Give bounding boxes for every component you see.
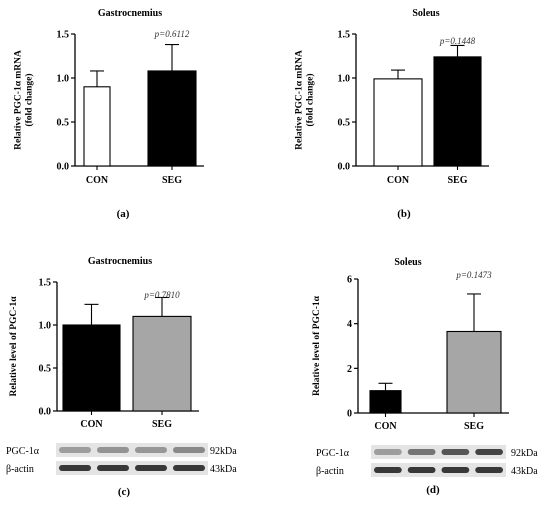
blot-band <box>475 449 503 455</box>
x-category-label: SEG <box>162 175 182 186</box>
y-axis-label: Relative level of PGC-1α <box>312 295 322 396</box>
blot-band <box>97 465 129 471</box>
panel-label: (d) <box>426 484 440 496</box>
chart-panel-d: Soleus Relative level of PGC-1α 0 2 4 6 CON SEG… <box>312 257 538 496</box>
chart-panel-c: Gastrocnemius Relative level of PGC-1α 0.0… <box>6 256 237 498</box>
blot-background <box>56 461 208 475</box>
chart-panel-b: Soleus Relative PGC-1α mRNA (fold change) 0… <box>295 8 489 220</box>
y-tick-label: 1.5 <box>57 30 70 41</box>
blot-band <box>407 449 436 455</box>
panel-label: (c) <box>118 486 131 498</box>
y-axis-label: Relative PGC-1α mRNA <box>14 50 24 150</box>
p-value-annotation: p=0.7810 <box>143 290 180 300</box>
x-category-label: CON <box>387 175 410 186</box>
chart-title: Gastrocnemius <box>98 8 162 19</box>
y-tick-label: 1.0 <box>57 74 70 85</box>
y-tick-label: 1.5 <box>338 30 351 41</box>
y-tick-label: 0.0 <box>39 407 52 418</box>
blot-band <box>441 467 470 473</box>
y-axis-label: (fold change) <box>305 73 316 126</box>
bar-seg <box>433 56 482 167</box>
blot-band <box>173 465 205 471</box>
y-tick-label: 6 <box>347 275 352 286</box>
y-tick-label: 0 <box>347 409 352 420</box>
blot-size-label: 92kDa <box>210 446 237 457</box>
blot-size-label: 43kDa <box>210 464 237 475</box>
blot-size-label: 43kDa <box>511 466 538 477</box>
x-category-label: SEG <box>152 419 172 430</box>
blot-band <box>173 447 205 453</box>
y-tick-label: 1.0 <box>39 321 52 332</box>
blot-band <box>135 447 167 453</box>
bar-seg <box>446 330 502 414</box>
x-category-label: CON <box>374 421 397 432</box>
bar-con <box>62 324 121 412</box>
p-value-annotation: p=0.1473 <box>455 270 492 280</box>
x-category-label: SEG <box>464 421 484 432</box>
blot-background <box>56 443 208 457</box>
blot-band <box>407 467 436 473</box>
p-value-annotation: p=0.1448 <box>439 36 476 46</box>
bar-seg <box>147 70 197 167</box>
blot-band <box>59 465 91 471</box>
p-value-annotation: p=0.6112 <box>154 29 190 39</box>
y-tick-label: 0.0 <box>57 162 70 173</box>
bar-con <box>83 86 111 167</box>
chart-title: Soleus <box>412 8 439 19</box>
chart-title: Soleus <box>394 257 421 268</box>
blot-band <box>135 465 167 471</box>
blot-row-label: PGC-1α <box>316 448 350 459</box>
y-tick-label: 0.5 <box>57 118 70 129</box>
chart-title: Gastrocnemius <box>88 256 152 267</box>
x-category-label: CON <box>86 175 109 186</box>
blot-band <box>374 467 402 473</box>
blot-row-label: PGC-1α <box>6 446 40 457</box>
blot-row-label: β-actin <box>6 464 34 475</box>
blot-band <box>475 467 503 473</box>
bar-seg <box>132 315 192 412</box>
y-axis-label: (fold change) <box>24 73 35 126</box>
blot-size-label: 92kDa <box>511 448 538 459</box>
y-tick-label: 4 <box>347 319 352 330</box>
x-category-label: SEG <box>447 175 467 186</box>
blot-band <box>59 447 91 453</box>
blot-band <box>97 447 129 453</box>
y-axis-label: Relative PGC-1α mRNA <box>295 50 305 150</box>
panel-label: (b) <box>397 208 411 220</box>
y-tick-label: 0.5 <box>338 118 351 129</box>
panel-label: (a) <box>117 208 130 220</box>
x-category-label: CON <box>80 419 103 430</box>
chart-panel-a: Gastrocnemius Relative PGC-1α mRNA (fold c… <box>14 8 204 220</box>
y-tick-label: 0.0 <box>338 162 351 173</box>
y-tick-label: 1.5 <box>39 278 52 289</box>
blot-background <box>371 445 506 459</box>
blot-band <box>441 449 470 455</box>
blot-row-label: β-actin <box>316 466 344 477</box>
blot-band <box>374 449 402 455</box>
y-tick-label: 2 <box>347 364 352 375</box>
y-tick-label: 1.0 <box>338 74 351 85</box>
bar-con <box>373 78 423 167</box>
y-tick-label: 0.5 <box>39 364 52 375</box>
blot-background <box>371 463 506 477</box>
y-axis-label: Relative level of PGC-1α <box>9 296 19 397</box>
bar-con <box>369 390 402 414</box>
